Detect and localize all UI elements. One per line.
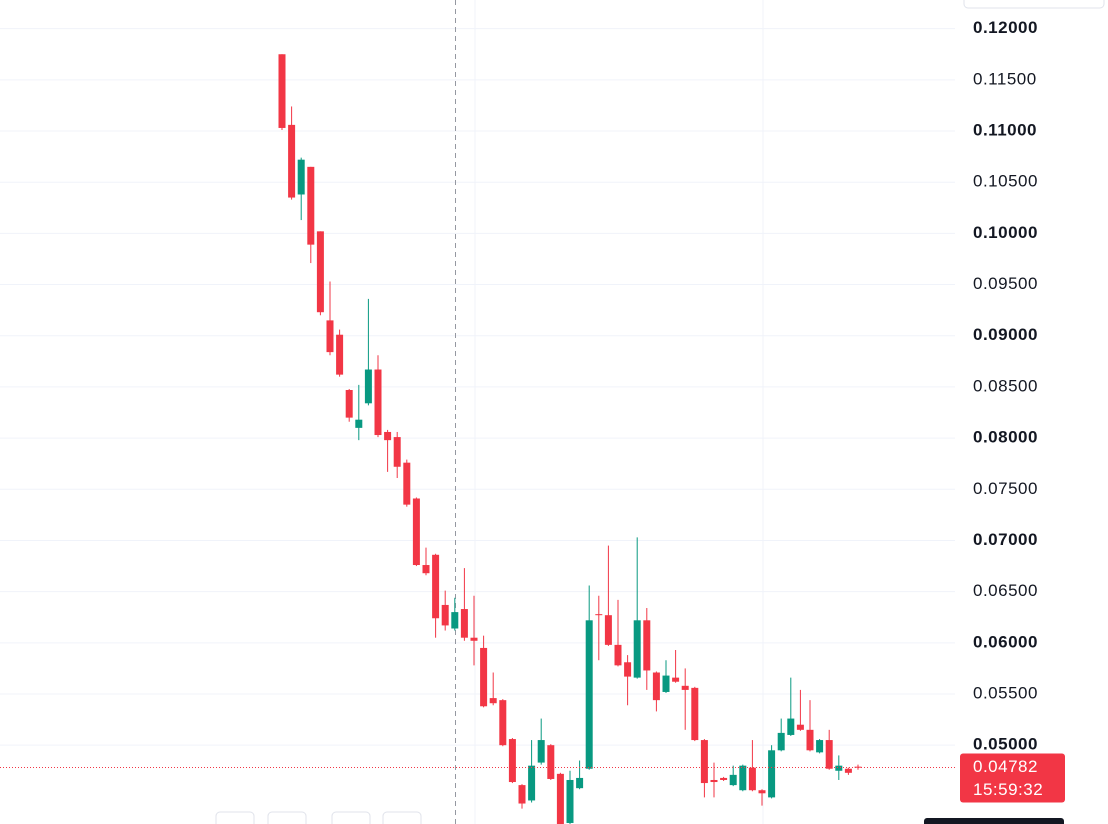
y-tick-label: 0.10500 <box>973 172 1038 191</box>
y-tick-label: 0.10000 <box>973 223 1038 242</box>
candles <box>278 54 862 824</box>
candle-body <box>470 637 478 641</box>
candle-body <box>748 767 756 791</box>
candle-body <box>499 700 507 746</box>
toolbar-button[interactable] <box>215 811 255 824</box>
candle-body <box>374 369 382 436</box>
candle-body <box>806 729 814 751</box>
candle-body <box>566 779 574 823</box>
grid <box>0 28 955 746</box>
candle-body <box>710 779 718 783</box>
y-axis: 0.12000 0.11500 0.11000 0.10500 0.10000 0.095… <box>973 18 1038 754</box>
candle-body <box>700 740 708 784</box>
scale-button[interactable] <box>963 0 1105 9</box>
toolbar-button[interactable] <box>267 811 307 824</box>
countdown-text: 15:59:32 <box>973 780 1043 799</box>
y-tick-label: 0.06500 <box>973 581 1038 600</box>
candle-body <box>326 320 334 353</box>
last-price-text: 0.04782 <box>973 757 1038 776</box>
candle-body <box>739 765 747 791</box>
candle-body <box>796 724 804 730</box>
candle-body <box>787 718 795 735</box>
y-tick-label: 0.11500 <box>973 69 1037 88</box>
candle-body <box>480 647 488 707</box>
toolbar-button[interactable] <box>382 811 422 824</box>
candle-body <box>585 620 593 769</box>
candle-body <box>758 790 766 794</box>
y-tick-label: 0.11000 <box>973 121 1037 140</box>
y-tick-label: 0.08500 <box>973 376 1038 395</box>
candle-body <box>518 785 526 804</box>
candle-body <box>422 565 430 574</box>
candle-body <box>672 677 680 682</box>
candle-body <box>633 620 641 678</box>
candle-body <box>297 159 305 195</box>
candle-body <box>537 740 545 763</box>
candle-body <box>729 774 737 786</box>
candle-body <box>278 54 286 128</box>
candle-body <box>441 604 449 626</box>
candle-body <box>432 554 440 619</box>
y-tick-label: 0.12000 <box>973 18 1038 37</box>
y-tick-label: 0.05500 <box>973 683 1038 702</box>
candle-body <box>662 675 670 692</box>
y-tick-label: 0.08000 <box>973 428 1038 447</box>
candle-body <box>307 166 315 245</box>
y-tick-label: 0.09500 <box>973 274 1038 293</box>
candle-body <box>316 231 324 313</box>
candle-body <box>489 698 497 704</box>
candle-body <box>288 124 296 198</box>
candle-body <box>528 765 536 801</box>
candle-body <box>547 745 555 779</box>
candle-body <box>556 773 564 824</box>
candle-body <box>508 739 516 783</box>
candle-body <box>355 419 363 428</box>
candle-body <box>681 685 689 690</box>
candle-body <box>816 740 824 753</box>
candle-body <box>643 620 651 671</box>
candle-body <box>777 732 785 751</box>
candle-body <box>720 777 728 780</box>
candle-body <box>403 462 411 505</box>
candle-body <box>412 498 420 566</box>
candle-body <box>336 334 344 375</box>
candle-body <box>614 644 622 666</box>
candle-body <box>345 389 353 418</box>
candle-body <box>393 437 401 467</box>
candle-body <box>652 672 660 701</box>
candle-body <box>595 614 603 616</box>
candle-body <box>384 431 392 441</box>
price-label: 0.04782 15:59:32 <box>0 753 1065 803</box>
candle-body <box>460 609 468 638</box>
last-price-box <box>960 753 1065 803</box>
toolbar-dark[interactable] <box>924 818 1064 824</box>
candle-body <box>844 768 852 773</box>
candle-body <box>691 687 699 741</box>
y-tick-label: 0.06000 <box>973 632 1038 651</box>
candle-body <box>835 765 843 771</box>
toolbar-button[interactable] <box>331 811 371 824</box>
candle-body <box>825 740 833 769</box>
candle-body <box>364 369 372 404</box>
y-tick-label: 0.07500 <box>973 479 1038 498</box>
candle-body <box>604 615 612 645</box>
candle-body <box>576 777 584 789</box>
y-tick-label: 0.05000 <box>973 735 1038 754</box>
y-tick-label: 0.09000 <box>973 325 1038 344</box>
y-tick-label: 0.07000 <box>973 530 1038 549</box>
candle-body <box>451 612 459 629</box>
candle-body <box>768 750 776 798</box>
candle-body <box>624 662 632 677</box>
